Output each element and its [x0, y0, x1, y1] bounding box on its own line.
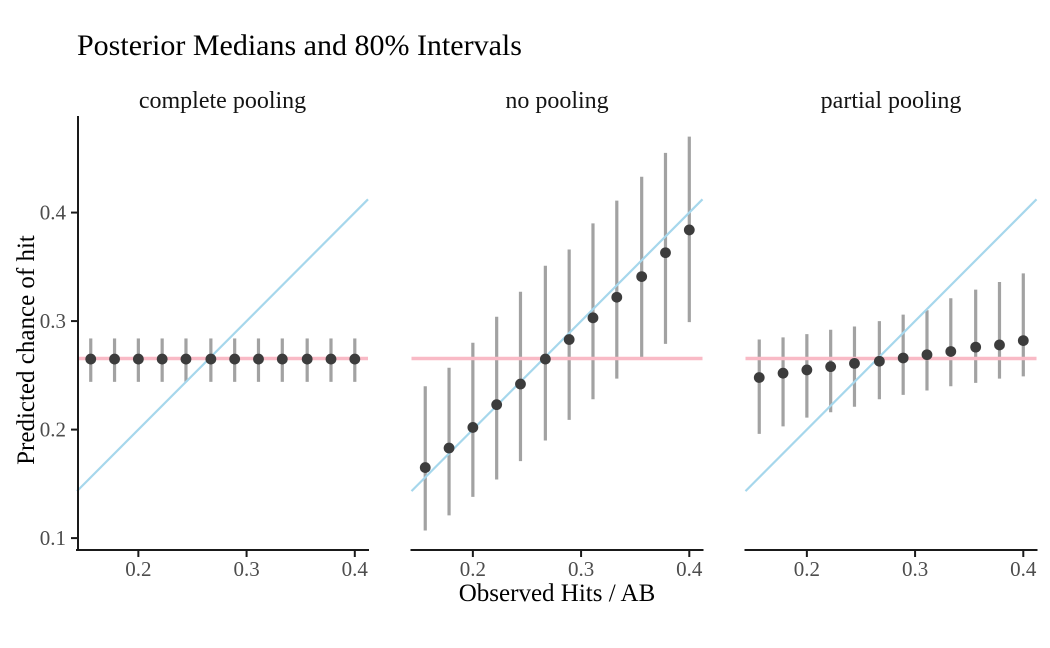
median-point: [156, 353, 168, 365]
median-point: [636, 271, 648, 282]
plot-title: Posterior Medians and 80% Intervals: [77, 29, 522, 62]
median-point: [801, 364, 813, 376]
y-tick-label: 0.4: [40, 201, 67, 225]
median-point: [85, 353, 97, 365]
median-point: [325, 353, 337, 365]
identity-line: [76, 198, 369, 492]
median-point: [491, 399, 503, 411]
median-point: [970, 341, 982, 353]
x-tick-label: 0.4: [1010, 557, 1037, 581]
median-point: [276, 353, 288, 365]
median-point: [994, 339, 1005, 351]
x-tick-label: 0.4: [676, 557, 703, 581]
median-point: [132, 353, 144, 365]
median-point: [777, 367, 789, 379]
median-point: [349, 353, 361, 365]
x-tick-label: 0.3: [233, 557, 259, 581]
median-point: [229, 353, 241, 365]
median-point: [109, 353, 120, 365]
x-axis-title: Observed Hits / AB: [458, 580, 656, 607]
median-point: [945, 346, 957, 357]
x-tick-label: 0.2: [125, 557, 151, 581]
facet-title-partial-pooling: partial pooling: [820, 88, 962, 114]
median-point: [205, 353, 217, 365]
x-tick-label: 0.2: [460, 557, 486, 581]
median-point: [563, 334, 575, 345]
median-point: [180, 353, 192, 365]
median-point: [825, 361, 837, 373]
median-point: [539, 353, 551, 365]
x-tick-label: 0.2: [794, 557, 820, 581]
median-point: [419, 462, 431, 473]
x-tick-label: 0.3: [902, 557, 928, 581]
median-point: [443, 442, 455, 454]
x-tick-label: 0.3: [568, 557, 594, 581]
median-point: [301, 353, 313, 365]
median-point: [753, 372, 765, 383]
median-point: [921, 349, 933, 361]
median-point: [587, 312, 599, 324]
median-point: [1017, 335, 1029, 347]
y-tick-label: 0.2: [40, 418, 66, 442]
median-point: [515, 378, 526, 390]
median-point: [660, 247, 671, 259]
y-tick-label: 0.1: [40, 526, 66, 550]
median-point: [683, 224, 695, 236]
facet-title-complete-pooling: complete pooling: [138, 88, 307, 114]
median-point: [253, 353, 264, 365]
median-point: [897, 352, 909, 364]
y-tick-label: 0.3: [40, 309, 66, 333]
median-point: [611, 291, 623, 303]
identity-line: [410, 198, 704, 492]
identity-line: [744, 198, 1038, 492]
median-point: [873, 355, 885, 367]
median-point: [849, 358, 860, 369]
facet-title-no-pooling: no pooling: [505, 88, 609, 114]
median-point: [467, 422, 479, 433]
x-tick-label: 0.4: [342, 557, 369, 581]
